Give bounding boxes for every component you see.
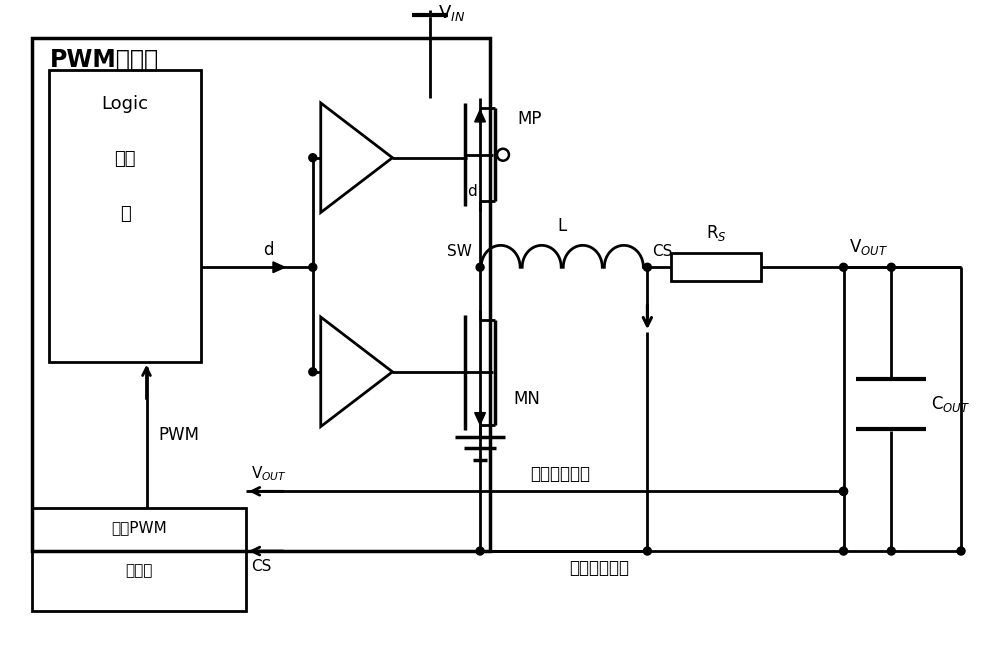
Bar xyxy=(32,509,246,611)
Circle shape xyxy=(840,547,848,555)
Text: V$_{IN}$: V$_{IN}$ xyxy=(438,3,466,24)
Circle shape xyxy=(643,263,651,271)
Text: PWM控制器: PWM控制器 xyxy=(50,48,159,72)
Circle shape xyxy=(840,263,848,271)
Bar xyxy=(32,38,490,551)
Circle shape xyxy=(476,263,484,271)
Text: 第二反馈电压: 第二反馈电压 xyxy=(530,465,590,484)
Text: R$_{S}$: R$_{S}$ xyxy=(706,223,726,243)
Bar xyxy=(671,254,761,281)
Polygon shape xyxy=(321,317,392,426)
Text: MP: MP xyxy=(517,110,541,128)
Circle shape xyxy=(476,547,484,555)
Text: V$_{OUT}$: V$_{OUT}$ xyxy=(251,464,287,484)
Text: V$_{OUT}$: V$_{OUT}$ xyxy=(849,237,888,258)
Circle shape xyxy=(957,547,965,555)
Bar xyxy=(49,70,201,362)
Text: 调制器: 调制器 xyxy=(125,563,153,578)
Text: 器: 器 xyxy=(120,204,130,223)
Text: MN: MN xyxy=(513,390,540,408)
Polygon shape xyxy=(475,413,485,424)
Text: 控制: 控制 xyxy=(114,150,136,168)
Circle shape xyxy=(643,547,651,555)
Text: d: d xyxy=(263,241,273,260)
Text: C$_{OUT}$: C$_{OUT}$ xyxy=(931,394,970,414)
Circle shape xyxy=(887,263,895,271)
Circle shape xyxy=(840,487,848,495)
Circle shape xyxy=(840,487,848,495)
Text: PWM: PWM xyxy=(158,426,199,444)
Circle shape xyxy=(309,154,317,162)
Circle shape xyxy=(887,547,895,555)
Text: L: L xyxy=(558,217,567,235)
Polygon shape xyxy=(273,262,285,273)
Circle shape xyxy=(309,263,317,271)
Circle shape xyxy=(309,368,317,376)
Text: CS: CS xyxy=(652,244,673,260)
Text: SW: SW xyxy=(447,244,472,260)
Polygon shape xyxy=(321,103,392,212)
Text: 第一反馈电流: 第一反馈电流 xyxy=(570,559,630,577)
Text: Logic: Logic xyxy=(102,95,149,113)
Text: CS: CS xyxy=(251,559,271,574)
Polygon shape xyxy=(475,110,485,122)
Text: d: d xyxy=(467,183,477,198)
Text: 差分PWM: 差分PWM xyxy=(111,520,167,535)
